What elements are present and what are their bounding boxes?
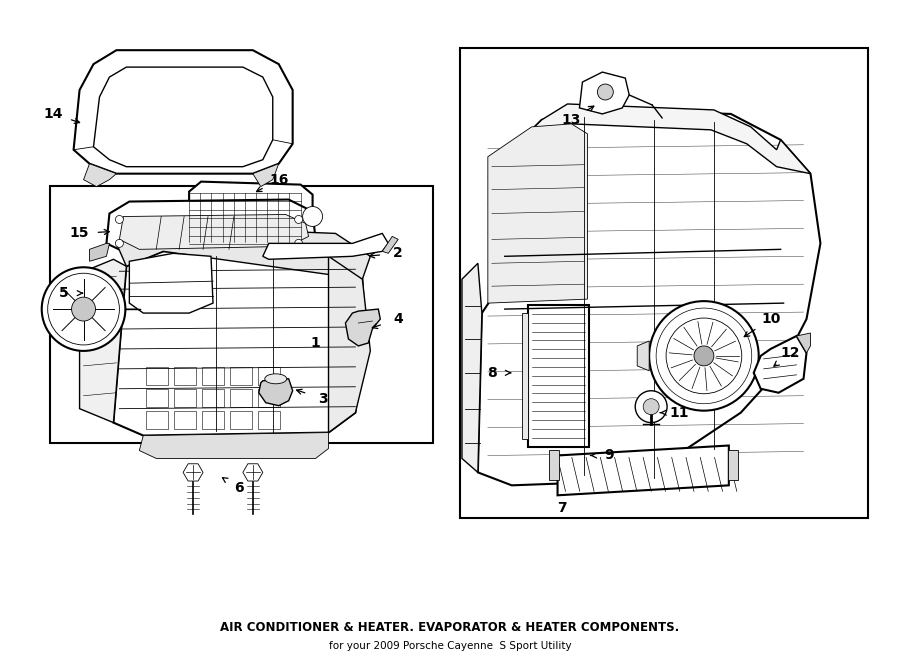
Polygon shape [243,464,263,481]
Bar [202,367,224,385]
Polygon shape [116,227,370,279]
Bar [230,410,252,428]
Bar [147,367,168,385]
Polygon shape [259,379,292,406]
Text: 8: 8 [487,366,497,380]
Bar [522,313,527,438]
Circle shape [115,239,123,247]
Polygon shape [189,182,312,249]
Polygon shape [478,110,821,485]
Polygon shape [84,164,116,186]
Polygon shape [488,124,588,303]
Polygon shape [508,104,811,174]
Bar [728,451,738,481]
Polygon shape [89,243,110,261]
Text: 5: 5 [58,286,68,300]
Text: 4: 4 [393,312,403,326]
Polygon shape [346,309,381,346]
Circle shape [598,84,613,100]
Polygon shape [382,237,398,253]
Bar [175,389,196,407]
Bar [50,186,433,442]
Polygon shape [263,233,388,259]
Polygon shape [113,251,365,436]
Polygon shape [120,214,309,249]
Text: 13: 13 [562,113,581,127]
Bar [147,410,168,428]
Polygon shape [462,263,482,473]
Polygon shape [557,446,729,495]
Polygon shape [106,200,316,256]
Circle shape [115,215,123,223]
Text: for your 2009 Porsche Cayenne  S Sport Utility: for your 2009 Porsche Cayenne S Sport Ut… [328,641,572,650]
Polygon shape [637,341,649,371]
Circle shape [41,267,125,351]
Polygon shape [74,50,292,174]
Polygon shape [253,164,279,186]
Polygon shape [580,72,629,114]
Polygon shape [753,336,806,393]
Circle shape [694,346,714,366]
Text: 6: 6 [234,481,244,495]
Text: 7: 7 [557,501,566,516]
Bar [549,451,559,481]
Text: 12: 12 [781,346,800,360]
Bar [230,389,252,407]
Bar [230,367,252,385]
Bar [202,389,224,407]
Polygon shape [183,464,203,481]
Bar [257,367,280,385]
Bar [257,389,280,407]
Bar [257,410,280,428]
Bar [460,48,868,518]
Circle shape [649,301,759,410]
Circle shape [294,239,302,247]
Bar [175,410,196,428]
Text: 11: 11 [670,406,688,420]
Text: 16: 16 [269,173,288,186]
Text: 10: 10 [761,312,780,326]
Polygon shape [140,432,328,459]
Circle shape [302,206,322,227]
Bar [527,305,590,447]
Polygon shape [796,333,811,353]
Bar [202,410,224,428]
Ellipse shape [265,374,287,384]
Circle shape [644,399,659,414]
Polygon shape [79,259,126,422]
Text: 15: 15 [70,227,89,241]
Text: 2: 2 [393,247,403,260]
Text: AIR CONDITIONER & HEATER. EVAPORATOR & HEATER COMPONENTS.: AIR CONDITIONER & HEATER. EVAPORATOR & H… [220,621,680,635]
Bar [147,389,168,407]
Text: 3: 3 [318,392,328,406]
Text: 14: 14 [44,107,63,121]
Polygon shape [328,256,370,432]
Bar [175,367,196,385]
Polygon shape [130,253,213,313]
Circle shape [294,215,302,223]
Circle shape [72,297,95,321]
Text: 9: 9 [605,448,614,463]
Circle shape [635,391,667,422]
Text: 1: 1 [310,336,320,350]
